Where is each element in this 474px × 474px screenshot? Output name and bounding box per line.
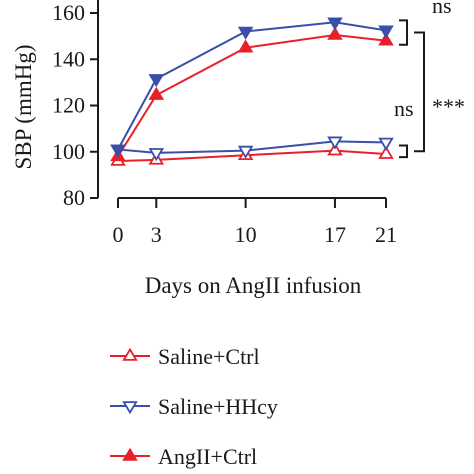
x-tick-label: 3	[151, 222, 162, 247]
series-markers	[110, 17, 394, 166]
data-point-saline-ctrl	[378, 145, 394, 159]
y-axis-label: SBP (mmHg)	[11, 44, 36, 169]
legend: Saline+Ctrl Saline+HHcy AngII+Ctrl	[110, 344, 278, 469]
bracket-group-comparison	[414, 31, 425, 153]
legend-marker-angii-ctrl	[122, 447, 138, 461]
x-tick-label: 0	[113, 222, 124, 247]
legend-item-saline-ctrl: Saline+Ctrl	[110, 344, 260, 369]
data-point-angii-ctrl	[148, 86, 165, 100]
x-tick-label: 21	[375, 222, 397, 247]
axes: 80 100 120 140 160 0 3 10 17 21	[52, 0, 397, 247]
stat-annotations: ns ns ***	[394, 0, 465, 159]
legend-label-angii-ctrl: AngII+Ctrl	[158, 444, 257, 469]
legend-label-saline-hhcy: Saline+HHcy	[158, 394, 278, 419]
ns-label-angii: ns	[432, 0, 452, 18]
significance-stars: ***	[432, 94, 465, 119]
data-point-angii-hhcy	[110, 144, 126, 158]
series-line-angii-hhcy	[117, 21, 387, 150]
data-point-saline-hhcy	[148, 148, 165, 162]
bracket-angii-pair	[399, 19, 408, 46]
data-point-angii-ctrl	[378, 32, 394, 46]
bracket-saline-pair	[399, 144, 408, 159]
data-point-angii-hhcy	[378, 25, 394, 39]
x-tick-label: 10	[235, 222, 257, 247]
data-point-saline-hhcy	[237, 145, 254, 159]
data-point-saline-hhcy	[327, 136, 343, 150]
x-tick-label: 17	[324, 222, 346, 247]
ns-label-saline: ns	[394, 96, 414, 121]
y-tick-label: 120	[52, 93, 85, 118]
y-tick-label: 80	[63, 185, 85, 210]
y-tick-label: 100	[52, 139, 85, 164]
legend-marker-saline-ctrl	[122, 347, 138, 361]
data-point-angii-hhcy	[237, 26, 254, 40]
y-tick-label: 160	[52, 0, 85, 25]
data-point-angii-hhcy	[327, 17, 343, 31]
legend-marker-saline-hhcy	[122, 401, 138, 415]
data-point-angii-ctrl	[237, 39, 254, 53]
data-point-saline-hhcy	[378, 137, 394, 151]
data-point-angii-hhcy	[148, 74, 165, 88]
legend-item-saline-hhcy: Saline+HHcy	[110, 394, 278, 419]
data-point-angii-ctrl	[327, 26, 343, 40]
y-tick-label: 140	[52, 46, 85, 71]
legend-label-saline-ctrl: Saline+Ctrl	[158, 344, 260, 369]
legend-item-angii-ctrl: AngII+Ctrl	[110, 444, 257, 469]
x-axis-label: Days on AngII infusion	[145, 273, 362, 298]
